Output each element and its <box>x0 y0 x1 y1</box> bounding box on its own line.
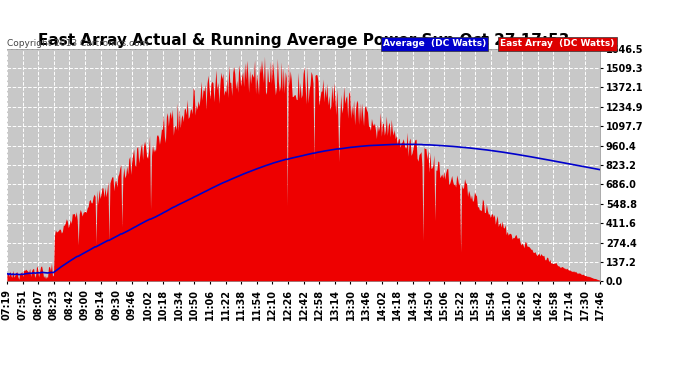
Text: Copyright 2013 Cartronics.com: Copyright 2013 Cartronics.com <box>7 39 148 48</box>
Text: Average  (DC Watts): Average (DC Watts) <box>383 39 486 48</box>
Title: East Array Actual & Running Average Power Sun Oct 27 17:53: East Array Actual & Running Average Powe… <box>38 33 569 48</box>
Text: East Array  (DC Watts): East Array (DC Watts) <box>500 39 615 48</box>
